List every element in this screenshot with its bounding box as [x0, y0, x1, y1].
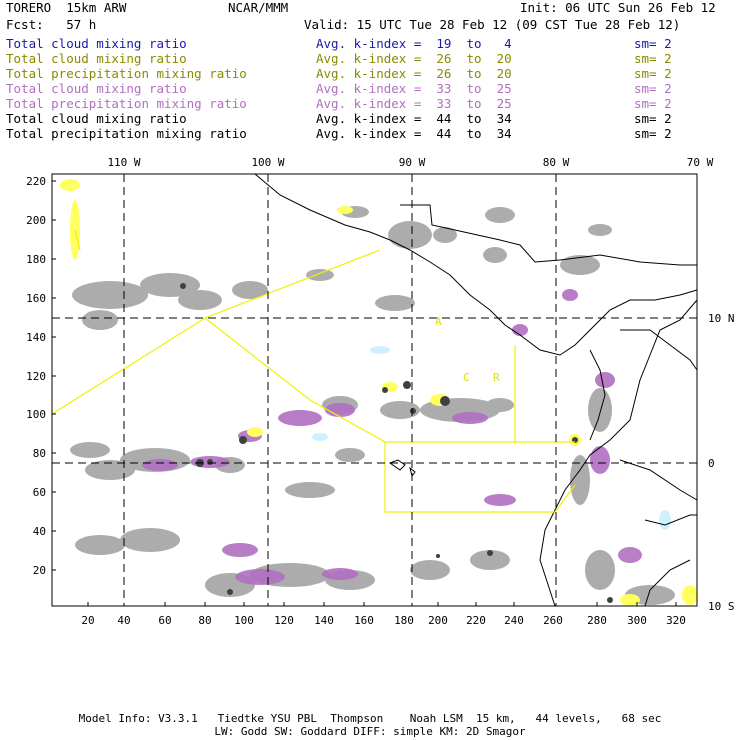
- x-tick-label: 320: [666, 614, 686, 627]
- x-tick-label: 260: [543, 614, 563, 627]
- x-tick-label: 300: [627, 614, 647, 627]
- lat-label: 10 N: [708, 312, 735, 325]
- box-labels: A C R: [435, 315, 500, 384]
- legend-sm: sm= 2: [634, 126, 672, 141]
- x-ticks: [87, 602, 677, 606]
- x-tick-label: 80: [198, 614, 211, 627]
- x-tick-label: 160: [354, 614, 374, 627]
- legend-index: Avg. k-index = 44 to 34: [316, 126, 512, 141]
- legend-row: Total cloud mixing ratio Avg. k-index = …: [6, 112, 736, 126]
- model-physics: LW: Godd SW: Goddard DIFF: simple KM: 2D…: [214, 725, 526, 738]
- y-tick-label: 220: [26, 175, 46, 188]
- legend-row: Total precipitation mixing ratio Avg. k-…: [6, 127, 736, 141]
- y-tick-label: 60: [33, 486, 46, 499]
- x-tick-label: 240: [504, 614, 524, 627]
- y-tick-label: 80: [33, 447, 46, 460]
- y-ticks: [52, 180, 56, 571]
- legend-sm: sm= 2: [634, 66, 672, 81]
- legend-sm: sm= 2: [634, 81, 672, 96]
- forecast-hour: Fcst: 57 h: [6, 17, 97, 32]
- legend-sm: sm= 2: [634, 96, 672, 111]
- lat-labels: 10 N 0 10 S: [708, 312, 735, 613]
- y-tick-label: 40: [33, 525, 46, 538]
- legend-row: Total cloud mixing ratio Avg. k-index = …: [6, 37, 736, 51]
- init-time: Init: 06 UTC Sun 26 Feb 12: [520, 0, 716, 15]
- legend-row: Total precipitation mixing ratio Avg. k-…: [6, 97, 736, 111]
- x-tick-label: 140: [314, 614, 334, 627]
- legend-index: Avg. k-index = 33 to 25: [316, 96, 512, 111]
- y-tick-label: 120: [26, 370, 46, 383]
- region-boxes: [51, 229, 576, 513]
- legend-index: Avg. k-index = 33 to 25: [316, 81, 512, 96]
- org-name: NCAR/MMM: [228, 0, 289, 15]
- lat-label: 10 S: [708, 600, 735, 613]
- y-tick-label: 180: [26, 253, 46, 266]
- lat-label: 0: [708, 457, 715, 470]
- y-tick-label: 100: [26, 408, 46, 421]
- y-tick-label: 140: [26, 331, 46, 344]
- cloud-field-lightblue: [312, 346, 671, 530]
- cloud-field-purple: [142, 289, 642, 585]
- box-label: A: [435, 315, 442, 328]
- y-tick-label: 160: [26, 292, 46, 305]
- legend-sm: sm= 2: [634, 36, 672, 51]
- lon-label: 90 W: [399, 156, 426, 169]
- box-label: C: [463, 371, 470, 384]
- y-tick-labels: 220 200 180 160 140 120 100 80 60 40 20: [26, 175, 46, 577]
- legend-index: Avg. k-index = 26 to 20: [316, 66, 512, 81]
- cloud-field-dark: [180, 283, 613, 603]
- x-tick-label: 100: [234, 614, 254, 627]
- cloud-field-gray: [70, 206, 675, 605]
- legend-index: Avg. k-index = 44 to 34: [316, 111, 512, 126]
- x-tick-label: 20: [81, 614, 94, 627]
- legend-row: Total cloud mixing ratio Avg. k-index = …: [6, 82, 736, 96]
- lat-lon-grid: [52, 174, 697, 606]
- map-frame: [51, 173, 698, 607]
- lon-label: 110 W: [107, 156, 140, 169]
- legend-sm: sm= 2: [634, 51, 672, 66]
- x-tick-label: 200: [428, 614, 448, 627]
- lon-label: 70 W: [687, 156, 714, 169]
- lon-label: 100 W: [251, 156, 284, 169]
- y-tick-label: 20: [33, 564, 46, 577]
- legend-field: Total cloud mixing ratio: [6, 51, 187, 66]
- x-tick-label: 180: [394, 614, 414, 627]
- legend-field: Total cloud mixing ratio: [6, 36, 187, 51]
- valid-time: Valid: 15 UTC Tue 28 Feb 12 (09 CST Tue …: [304, 17, 681, 32]
- legend-row: Total cloud mixing ratio Avg. k-index = …: [6, 52, 736, 66]
- legend-field: Total precipitation mixing ratio: [6, 126, 247, 141]
- x-tick-label: 60: [158, 614, 171, 627]
- legend-index: Avg. k-index = 26 to 20: [316, 51, 512, 66]
- map-area: A C R: [51, 173, 698, 607]
- legend-sm: sm= 2: [634, 111, 672, 126]
- lon-labels: 110 W 100 W 90 W 80 W 70 W: [107, 156, 713, 169]
- legend-field: Total cloud mixing ratio: [6, 81, 187, 96]
- x-tick-label: 120: [274, 614, 294, 627]
- legend-row: Total precipitation mixing ratio Avg. k-…: [6, 67, 736, 81]
- model-name: TORERO 15km ARW: [6, 0, 127, 15]
- legend-field: Total precipitation mixing ratio: [6, 66, 247, 81]
- legend-field: Total cloud mixing ratio: [6, 111, 187, 126]
- x-tick-label: 220: [466, 614, 486, 627]
- legend-index: Avg. k-index = 19 to 4: [316, 36, 512, 51]
- x-tick-label: 40: [117, 614, 130, 627]
- lon-label: 80 W: [543, 156, 570, 169]
- model-info: Model Info: V3.3.1 Tiedtke YSU PBL Thomp…: [78, 712, 662, 725]
- box-label: R: [493, 371, 500, 384]
- x-tick-labels: 20 40 60 80 100 120 140 160 180 200 220 …: [81, 614, 686, 627]
- y-tick-label: 200: [26, 214, 46, 227]
- legend-field: Total precipitation mixing ratio: [6, 96, 247, 111]
- x-tick-label: 280: [587, 614, 607, 627]
